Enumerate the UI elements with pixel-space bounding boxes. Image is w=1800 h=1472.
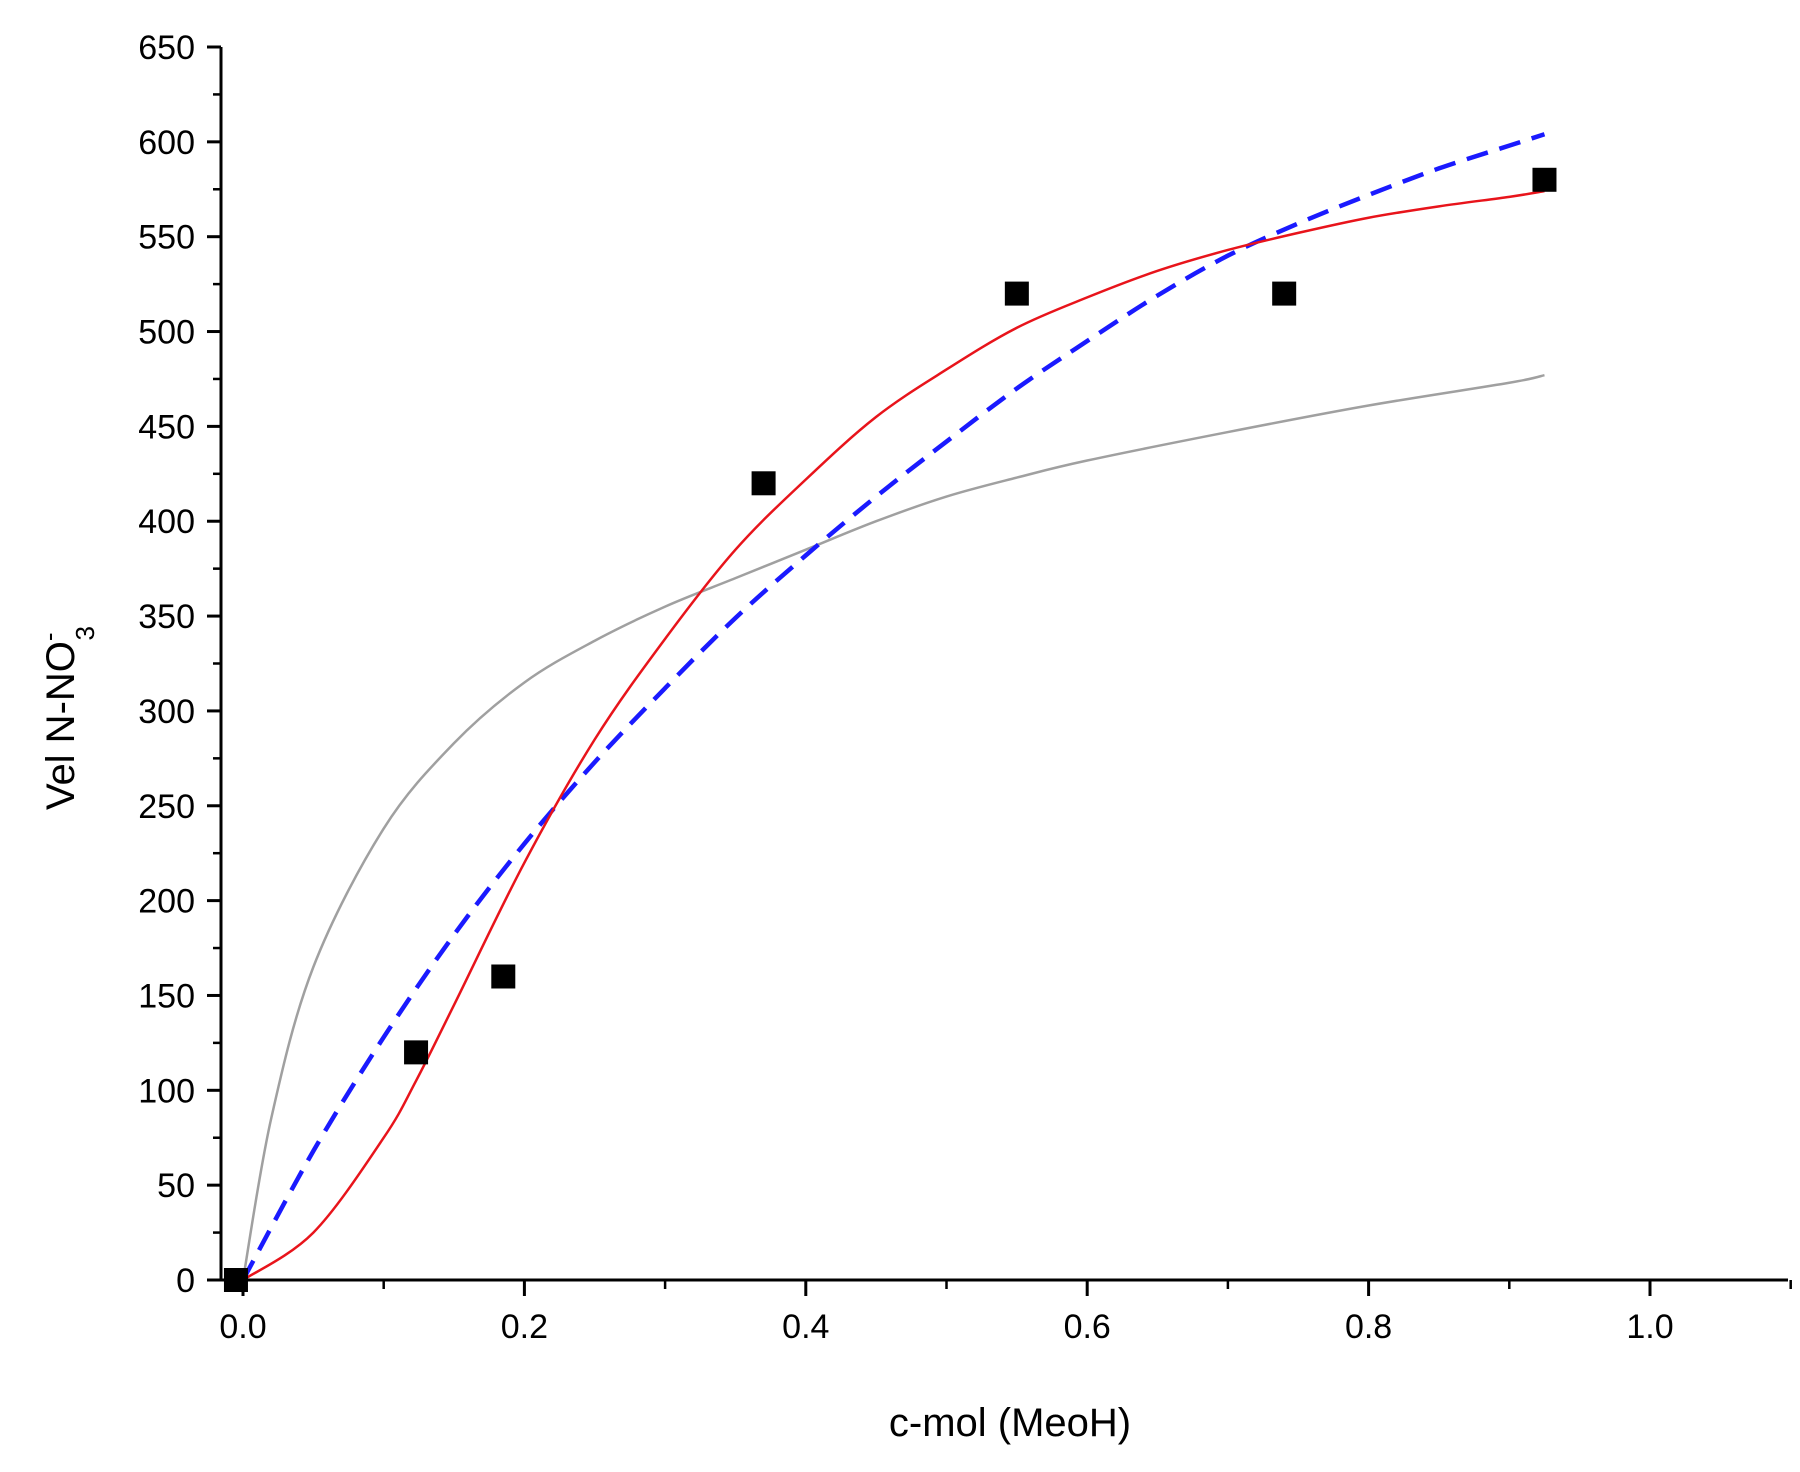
y-tick-label: 150 — [138, 977, 195, 1015]
y-axis-label-main: Vel N-NO — [39, 641, 83, 810]
y-tick-label: 600 — [138, 124, 195, 162]
y-tick-label: 50 — [157, 1167, 195, 1205]
x-tick-label: 0.8 — [1345, 1308, 1392, 1346]
y-tick-label: 550 — [138, 219, 195, 257]
x-tick-label: 1.0 — [1626, 1308, 1673, 1346]
y-tick-label: 100 — [138, 1072, 195, 1110]
y-tick-label: 450 — [138, 408, 195, 446]
y-tick-label: 200 — [138, 883, 195, 921]
y-axis-label-superscript: - — [34, 632, 64, 641]
series-line-fit-blue-dashed — [241, 132, 1546, 1282]
x-axis-label: c-mol (MeoH) — [889, 1401, 1131, 1445]
data-point-marker — [1004, 281, 1029, 306]
y-tick-label: 500 — [138, 314, 195, 352]
y-axis-label-subscript: 3 — [70, 626, 100, 640]
y-tick-label: 0 — [176, 1262, 195, 1300]
y-tick-label: 250 — [138, 788, 195, 826]
data-point-marker — [491, 964, 516, 989]
x-axis-ticks: 0.0 0.2 0.4 0.6 0.8 1.0 — [219, 1280, 1792, 1346]
y-tick-label: 400 — [138, 503, 195, 541]
x-tick-label: 0.0 — [219, 1308, 266, 1346]
series-line-fit-gray — [241, 373, 1545, 1281]
x-tick-label: 0.6 — [1064, 1308, 1111, 1346]
y-axis-ticks: 0 50 100 150 200 250 300 350 400 450 500 550 600 650 — [138, 29, 221, 1300]
y-tick-label: 350 — [138, 598, 195, 636]
x-tick-label: 0.2 — [501, 1308, 548, 1346]
data-point-marker — [751, 471, 776, 496]
x-tick-label: 0.4 — [782, 1308, 829, 1346]
y-axis-label: Vel N-NO- 3 — [34, 626, 100, 810]
data-point-marker — [1272, 281, 1297, 306]
data-point-marker — [404, 1040, 429, 1065]
y-tick-label: 650 — [138, 29, 195, 67]
data-point-marker — [1532, 167, 1557, 192]
y-tick-label: 300 — [138, 693, 195, 731]
